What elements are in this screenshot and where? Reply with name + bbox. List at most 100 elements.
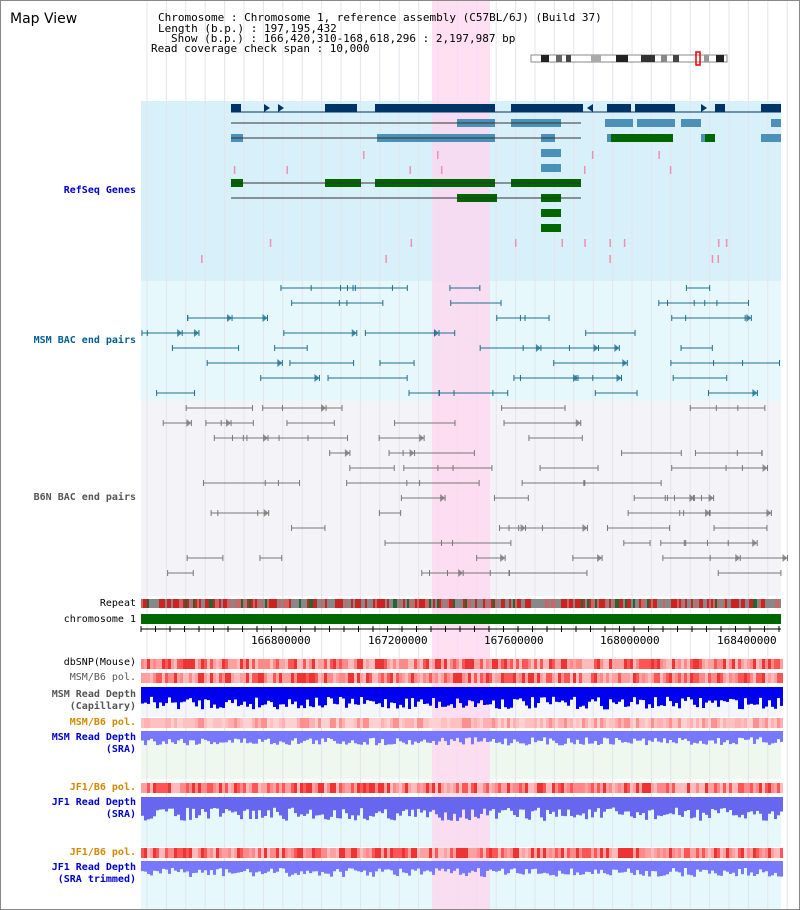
read-depth-bar [609,731,612,745]
polymorphism-heat-cell [423,783,426,793]
read-depth-bar [621,687,624,700]
track-label-dbsnp[interactable]: dbSNP(Mouse) [63,657,136,668]
track-label-jf1-pol-trimmed[interactable]: JF1/B6 pol. [69,847,136,858]
read-depth-bar [300,687,303,706]
read-depth-bar [744,687,747,699]
read-depth-bar [504,861,507,875]
polymorphism-heat-cell [687,659,690,669]
read-depth-bar [588,687,591,702]
read-depth-bar [501,861,504,869]
read-depth-bar [684,687,687,701]
read-depth-bar [399,687,402,705]
read-depth-bar [270,731,273,745]
polymorphism-heat-cell [174,673,177,683]
repeat-mark [431,599,433,608]
repeat-mark [245,599,247,608]
polymorphism-heat-cell [339,659,342,669]
polymorphism-heat-cell [447,673,450,683]
read-depth-bar [435,731,438,745]
repeat-mark [383,599,385,608]
track-label-jf1-pol[interactable]: JF1/B6 pol. [69,782,136,793]
polymorphism-heat-cell [315,659,318,669]
track-label-msm-pol[interactable]: MSM/B6 pol. [69,672,136,683]
read-depth-bar [378,687,381,704]
track-label-jf1-depth-trimmed[interactable]: JF1 Read Depth [51,862,136,873]
repeat-mark [443,599,445,608]
polymorphism-heat-cell [543,783,546,793]
read-depth-bar [579,861,582,875]
track-label-msm-bac[interactable]: MSM BAC end pairs [33,335,136,346]
read-depth-bar [429,687,432,706]
read-depth-bar [723,861,726,871]
repeat-mark [483,599,485,608]
polymorphism-heat-cell [141,718,144,728]
read-depth-bar [276,687,279,710]
track-label-jf1-depth[interactable]: JF1 Read Depth [51,797,136,808]
read-depth-bar [756,861,759,875]
polymorphism-heat-cell [189,718,192,728]
polymorphism-heat-cell [333,673,336,683]
read-depth-bar [585,861,588,872]
polymorphism-heat-cell [288,718,291,728]
repeat-mark [419,599,421,608]
polymorphism-heat-cell [621,783,624,793]
track-label-msm-depth-sra[interactable]: MSM Read Depth [51,732,136,743]
polymorphism-heat-cell [759,783,762,793]
repeat-mark [635,599,637,608]
read-depth-bar [627,687,630,707]
polymorphism-heat-cell [579,783,582,793]
polymorphism-heat-cell [402,659,405,669]
polymorphism-heat-cell [333,783,336,793]
polymorphism-heat-cell [633,783,636,793]
polymorphism-heat-cell [417,673,420,683]
read-depth-bar [729,687,732,699]
polymorphism-heat-cell [162,673,165,683]
polymorphism-heat-cell [291,718,294,728]
polymorphism-heat-cell [417,659,420,669]
polymorphism-heat-cell [612,659,615,669]
refseq-minor-mark [440,166,443,174]
read-depth-bar [183,687,186,702]
polymorphism-heat-cell [540,718,543,728]
ideogram-band [591,55,601,62]
read-depth-bar [660,861,663,877]
read-depth-bar [768,731,771,745]
polymorphism-heat-cell [570,783,573,793]
track-label-msm-depth-capillary[interactable]: MSM Read Depth [51,689,136,700]
polymorphism-heat-cell [669,848,672,858]
read-depth-bar [444,797,447,813]
polymorphism-heat-cell [642,718,645,728]
read-depth-bar [273,797,276,808]
polymorphism-heat-cell [498,673,501,683]
track-label-refseq-genes[interactable]: RefSeq Genes [63,185,136,196]
polymorphism-heat-cell [741,659,744,669]
repeat-mark [615,599,617,608]
repeat-mark [653,599,655,608]
repeat-mark [371,599,373,608]
track-label-b6n-bac[interactable]: B6N BAC end pairs [33,492,136,503]
polymorphism-heat-cell [267,848,270,858]
read-depth-bar [411,687,414,699]
track-label-msm-pol-sra[interactable]: MSM/B6 pol. [69,717,136,728]
repeat-mark [269,599,271,608]
polymorphism-heat-cell [195,659,198,669]
read-depth-bar [330,797,333,817]
repeat-mark [143,599,145,608]
polymorphism-heat-cell [228,783,231,793]
polymorphism-heat-cell [774,718,777,728]
polymorphism-heat-cell [606,673,609,683]
polymorphism-heat-cell [195,783,198,793]
polymorphism-heat-cell [753,848,756,858]
polymorphism-heat-cell [540,783,543,793]
read-depth-bar [687,797,690,810]
polymorphism-heat-cell [513,783,516,793]
read-depth-bar [669,731,672,740]
axis-tick-label: 166800000 [251,634,311,647]
polymorphism-heat-cell [171,718,174,728]
polymorphism-heat-cell [447,659,450,669]
polymorphism-heat-cell [663,848,666,858]
polymorphism-heat-cell [735,848,738,858]
polymorphism-heat-cell [306,848,309,858]
polymorphism-heat-cell [147,659,150,669]
repeat-mark [745,599,747,608]
